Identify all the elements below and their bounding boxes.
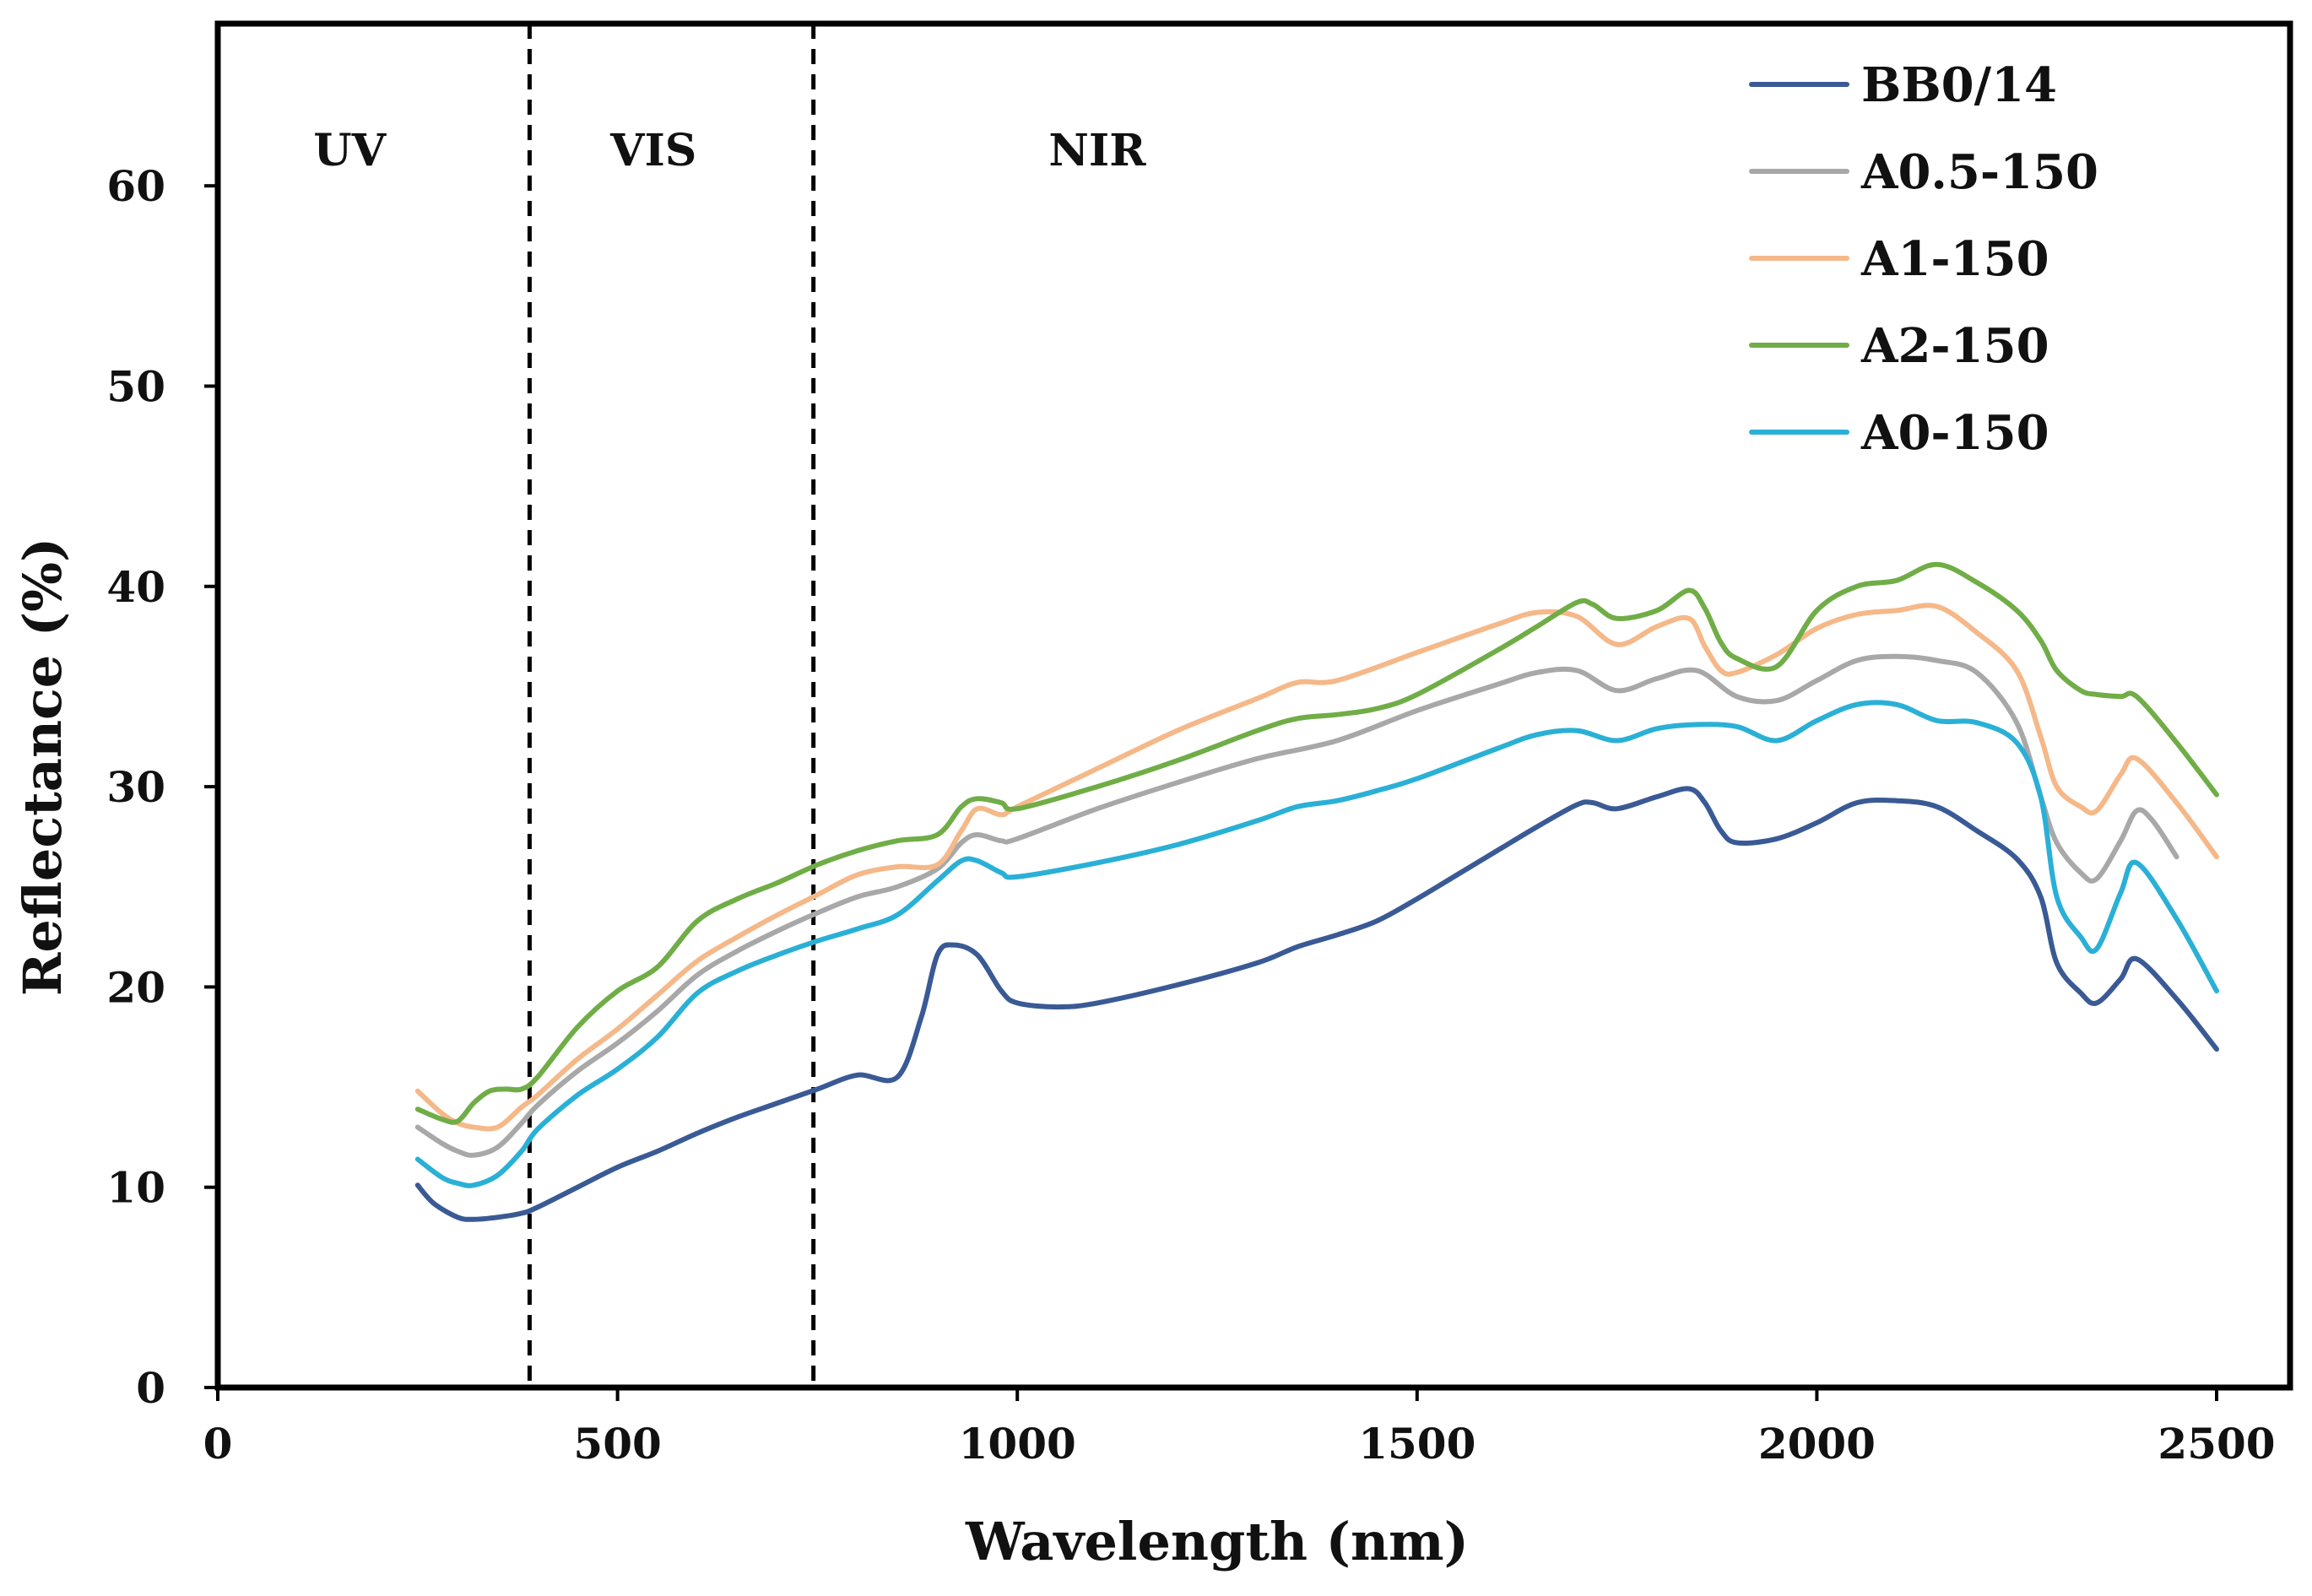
y-tick-label: 40 (106, 562, 165, 612)
axes: 0 500 1000 1500 2000 2500 0 10 20 30 40 50 60 (106, 20, 2293, 1469)
legend-label-a0-5-150: A0.5-150 (1860, 144, 2098, 200)
y-tick-label: 60 (106, 161, 165, 211)
series-lines (414, 561, 2219, 1222)
series-line-a0-5-150 (414, 653, 2179, 1158)
x-tick-label: 500 (573, 1419, 661, 1469)
series-line-bb0-14 (414, 786, 2219, 1222)
x-axis-title: Wavelength (nm) (965, 1511, 1469, 1572)
y-tick-label: 20 (106, 962, 165, 1012)
series-line-a2-150 (414, 561, 2219, 1125)
series-line-a1-150 (414, 603, 2219, 1132)
region-label-nir: NIR (1048, 125, 1146, 176)
x-tick-label: 1000 (959, 1419, 1076, 1469)
legend-label-a0-150: A0-150 (1860, 405, 2049, 461)
region-label-vis: VIS (609, 125, 696, 176)
legend: BB0/14 A0.5-150 A1-150 A2-150 A0-150 (1749, 57, 2098, 461)
legend-label-bb0-14: BB0/14 (1861, 57, 2057, 113)
legend-label-a1-150: A1-150 (1860, 231, 2049, 287)
region-label-uv: UV (313, 125, 387, 176)
spectral-regions: UV VIS NIR (313, 24, 1146, 1388)
x-tick-label: 2000 (1758, 1419, 1876, 1469)
y-tick-label: 10 (106, 1163, 165, 1213)
y-tick-label: 0 (136, 1363, 165, 1413)
x-tick-label: 0 (203, 1419, 233, 1469)
y-tick-label: 50 (106, 361, 165, 411)
legend-label-a2-150: A2-150 (1860, 318, 2049, 374)
series-line-a0-150 (414, 700, 2219, 1188)
x-tick-label: 1500 (1358, 1419, 1475, 1469)
y-tick-label: 30 (106, 762, 165, 812)
x-tick-label: 2500 (2158, 1419, 2275, 1469)
y-axis-title: Reflectance (%) (12, 538, 73, 996)
